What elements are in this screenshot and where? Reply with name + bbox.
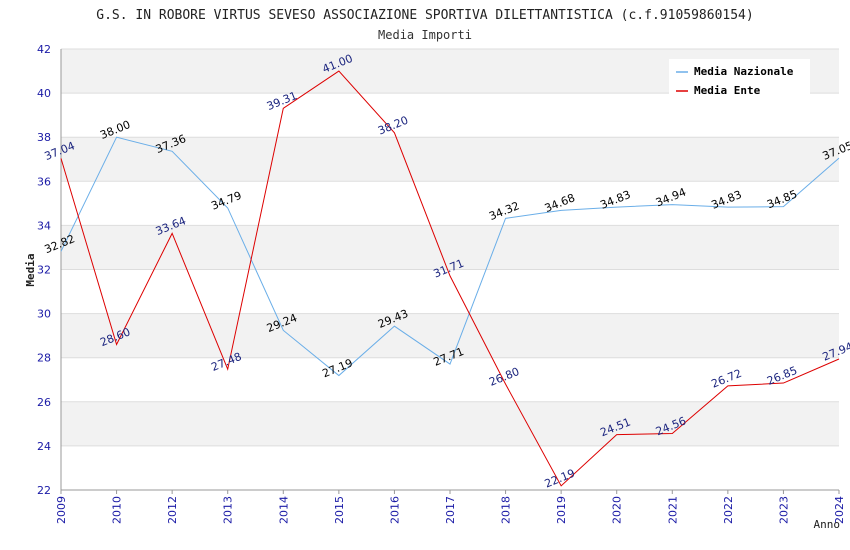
y-tick-label: 32 bbox=[37, 264, 51, 277]
x-tick-label: 2010 bbox=[111, 496, 124, 524]
grid-band bbox=[61, 181, 839, 226]
y-tick-label: 24 bbox=[37, 440, 51, 453]
x-tick-label: 2018 bbox=[500, 496, 513, 524]
series-line-media-nazionale bbox=[60, 136, 840, 377]
y-tick-label: 28 bbox=[37, 352, 51, 365]
grid-band bbox=[61, 357, 839, 402]
x-tick-label: 2015 bbox=[333, 496, 346, 524]
y-tick-label: 26 bbox=[37, 396, 51, 409]
x-tick-label: 2021 bbox=[666, 496, 679, 524]
x-tick-label: 2023 bbox=[777, 496, 790, 524]
legend-label-media-nazionale: Media Nazionale bbox=[694, 65, 794, 78]
x-tick-label: 2009 bbox=[55, 496, 68, 524]
x-tick-label: 2014 bbox=[277, 496, 290, 524]
y-tick-label: 36 bbox=[37, 175, 51, 188]
y-tick-label: 22 bbox=[37, 484, 51, 497]
x-tick-label: 2012 bbox=[166, 496, 179, 524]
y-axis-label: Media bbox=[24, 253, 37, 286]
x-tick-label: 2024 bbox=[833, 496, 846, 524]
y-tick-label: 38 bbox=[37, 131, 51, 144]
x-tick-label: 2013 bbox=[222, 496, 235, 524]
x-axis-label: Anno bbox=[814, 518, 841, 531]
x-tick-label: 2019 bbox=[555, 496, 568, 524]
legend-box bbox=[669, 59, 810, 97]
plot-background bbox=[61, 49, 839, 490]
grid-band bbox=[61, 93, 839, 138]
chart-title: G.S. IN ROBORE VIRTUS SEVESO ASSOCIAZION… bbox=[96, 8, 753, 23]
legend: Media Nazionale Media Ente bbox=[669, 59, 810, 97]
x-tick-label: 2020 bbox=[611, 496, 624, 524]
y-tick-label: 30 bbox=[37, 308, 51, 321]
axes bbox=[60, 49, 840, 494]
grid-band bbox=[61, 401, 839, 446]
grid-band bbox=[61, 137, 839, 182]
y-tick-label: 34 bbox=[37, 219, 51, 232]
series-line-media-ente bbox=[60, 70, 840, 487]
grid-band bbox=[61, 313, 839, 358]
legend-label-media-ente: Media Ente bbox=[694, 84, 761, 97]
y-tick-labels: 22 24 26 28 30 32 34 36 38 40 42 bbox=[37, 43, 51, 497]
grid-band bbox=[61, 445, 839, 490]
y-tick-label: 42 bbox=[37, 43, 51, 56]
x-tick-labels: 2009 2010 2012 2013 2014 2015 2016 2017 2018 2019… bbox=[55, 496, 846, 524]
chart-subtitle: Media Importi bbox=[378, 28, 472, 42]
grid-band bbox=[61, 225, 839, 270]
x-tick-label: 2017 bbox=[444, 496, 457, 524]
y-tick-label: 40 bbox=[37, 87, 51, 100]
series-lines bbox=[60, 70, 840, 487]
x-tick-label: 2022 bbox=[722, 496, 735, 524]
x-tick-label: 2016 bbox=[388, 496, 401, 524]
